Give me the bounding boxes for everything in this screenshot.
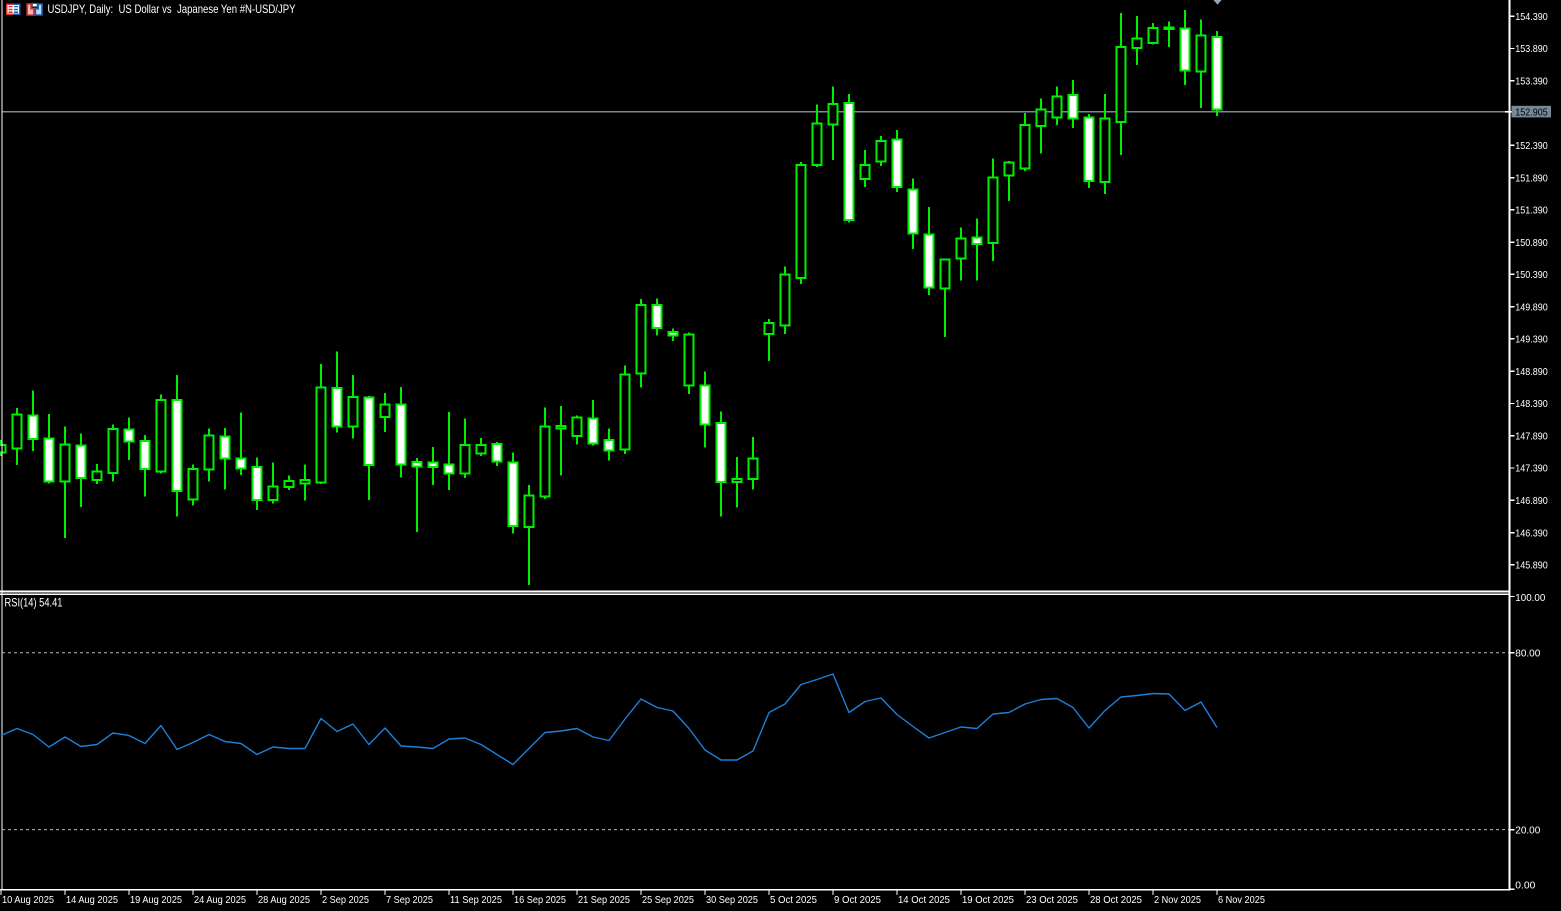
- svg-text:154.390: 154.390: [1515, 11, 1548, 23]
- svg-text:19 Oct 2025: 19 Oct 2025: [962, 894, 1014, 906]
- svg-text:153.890: 153.890: [1515, 43, 1548, 55]
- svg-text:19 Aug 2025: 19 Aug 2025: [130, 894, 182, 906]
- svg-text:2 Sep 2025: 2 Sep 2025: [322, 894, 369, 906]
- svg-text:152.905: 152.905: [1515, 106, 1548, 118]
- svg-text:11 Sep 2025: 11 Sep 2025: [450, 894, 502, 906]
- svg-text:28 Aug 2025: 28 Aug 2025: [258, 894, 310, 906]
- svg-text:14 Aug 2025: 14 Aug 2025: [66, 894, 118, 906]
- svg-text:151.390: 151.390: [1515, 205, 1548, 217]
- svg-text:6 Nov 2025: 6 Nov 2025: [1218, 894, 1265, 906]
- svg-text:147.890: 147.890: [1515, 431, 1548, 443]
- svg-text:25 Sep 2025: 25 Sep 2025: [642, 894, 694, 906]
- svg-text:23 Oct 2025: 23 Oct 2025: [1026, 894, 1078, 906]
- svg-text:153.390: 153.390: [1515, 76, 1548, 88]
- svg-text:20.00: 20.00: [1515, 824, 1540, 836]
- svg-text:151.890: 151.890: [1515, 172, 1548, 184]
- svg-text:USDJPY, Daily: US Dollar vs: USDJPY, Daily: US Dollar vs Japanese Yen…: [48, 2, 296, 16]
- svg-text:2 Nov 2025: 2 Nov 2025: [1154, 894, 1201, 906]
- svg-text:9 Oct 2025: 9 Oct 2025: [834, 894, 881, 906]
- svg-text:10 Aug 2025: 10 Aug 2025: [2, 894, 54, 906]
- svg-text:0.00: 0.00: [1515, 879, 1535, 891]
- svg-text:28 Oct 2025: 28 Oct 2025: [1090, 894, 1142, 906]
- svg-text:24 Aug 2025: 24 Aug 2025: [194, 894, 246, 906]
- svg-text:7 Sep 2025: 7 Sep 2025: [386, 894, 433, 906]
- svg-text:148.890: 148.890: [1515, 366, 1548, 378]
- svg-text:100.00: 100.00: [1515, 592, 1545, 604]
- svg-text:RSI(14) 54.41: RSI(14) 54.41: [5, 596, 63, 610]
- svg-text:21 Sep 2025: 21 Sep 2025: [578, 894, 630, 906]
- svg-text:145.890: 145.890: [1515, 560, 1548, 572]
- svg-text:16 Sep 2025: 16 Sep 2025: [514, 894, 566, 906]
- svg-text:152.390: 152.390: [1515, 140, 1548, 152]
- svg-text:146.390: 146.390: [1515, 527, 1548, 539]
- svg-text:80.00: 80.00: [1515, 647, 1540, 659]
- svg-text:149.890: 149.890: [1515, 301, 1548, 313]
- svg-text:149.390: 149.390: [1515, 334, 1548, 346]
- svg-text:14 Oct 2025: 14 Oct 2025: [898, 894, 950, 906]
- svg-text:146.890: 146.890: [1515, 495, 1548, 507]
- svg-text:30 Sep 2025: 30 Sep 2025: [706, 894, 758, 906]
- svg-text:150.390: 150.390: [1515, 269, 1548, 281]
- svg-text:150.890: 150.890: [1515, 237, 1548, 249]
- svg-text:148.390: 148.390: [1515, 398, 1548, 410]
- svg-text:147.390: 147.390: [1515, 463, 1548, 475]
- svg-text:5 Oct 2025: 5 Oct 2025: [770, 894, 817, 906]
